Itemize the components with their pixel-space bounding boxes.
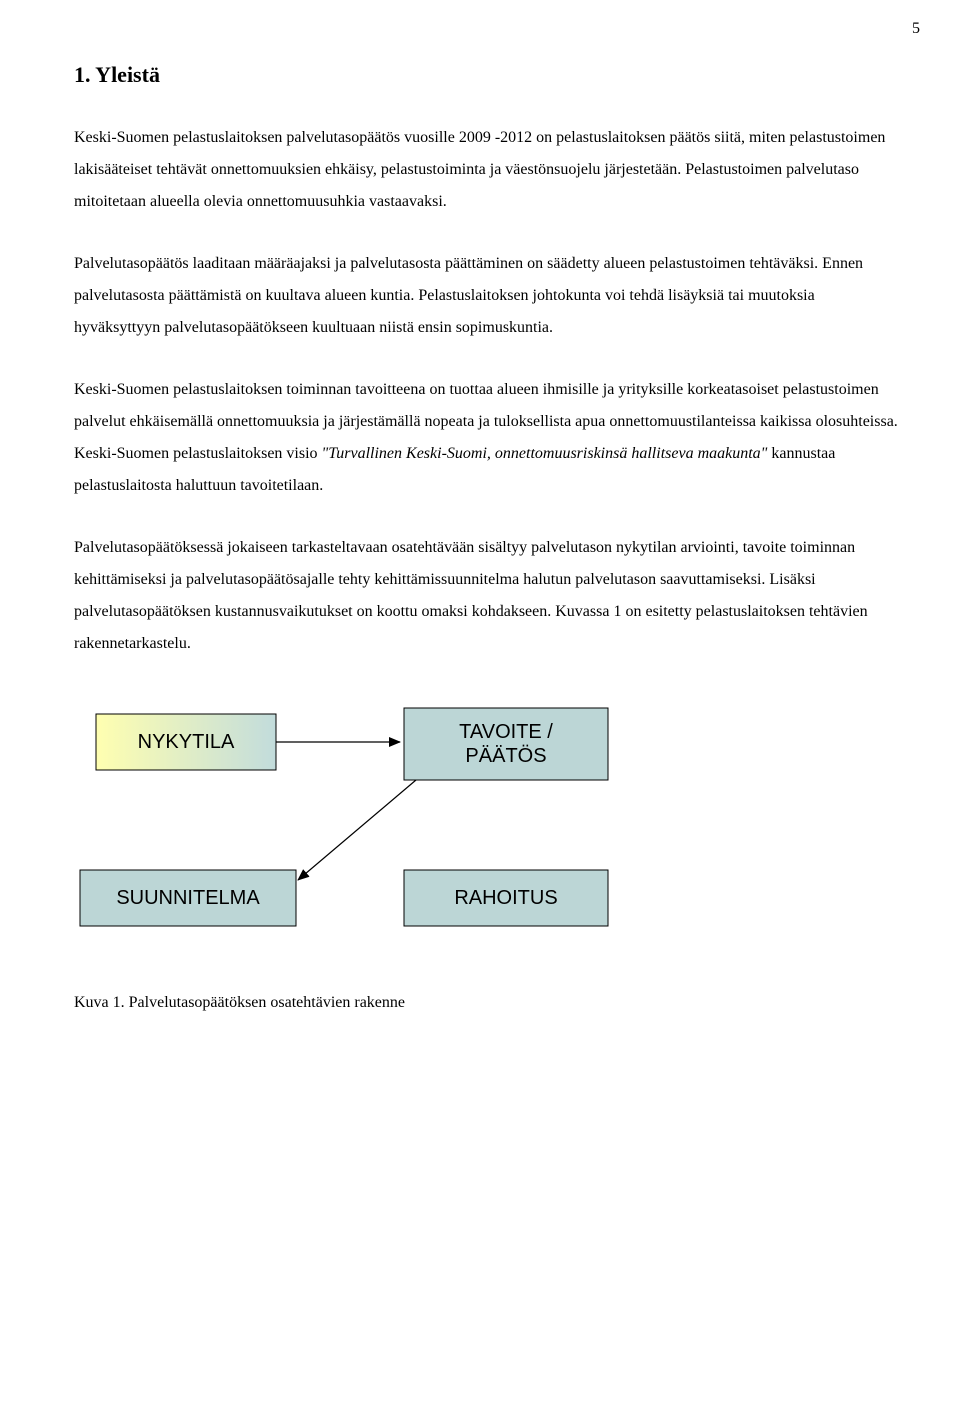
paragraph-1: Keski-Suomen pelastuslaitoksen palveluta… <box>74 122 898 218</box>
node-rahoitus: RAHOITUS <box>404 870 608 926</box>
paragraph-3: Keski-Suomen pelastuslaitoksen toiminnan… <box>74 374 898 502</box>
node-tavoite-label-1: TAVOITE / <box>459 721 553 743</box>
node-tavoite: TAVOITE / PÄÄTÖS <box>404 708 608 780</box>
page-number: 5 <box>912 20 920 38</box>
edge-tavoite-suunnitelma <box>298 780 416 880</box>
node-rahoitus-label: RAHOITUS <box>454 887 557 909</box>
node-suunnitelma-label: SUUNNITELMA <box>116 887 260 909</box>
flowchart-diagram: NYKYTILA TAVOITE / PÄÄTÖS SUUNNITELMA RA… <box>74 694 714 954</box>
node-nykytila: NYKYTILA <box>96 714 276 770</box>
node-tavoite-label-2: PÄÄTÖS <box>465 745 546 767</box>
page-heading: 1. Yleistä <box>74 62 898 88</box>
node-suunnitelma: SUUNNITELMA <box>80 870 296 926</box>
paragraph-2: Palvelutasopäätös laaditaan määräajaksi … <box>74 248 898 344</box>
diagram-container: NYKYTILA TAVOITE / PÄÄTÖS SUUNNITELMA RA… <box>74 694 898 954</box>
node-tavoite-rect <box>404 708 608 780</box>
paragraph-3-italic: "Turvallinen Keski-Suomi, onnettomuusris… <box>322 445 768 462</box>
paragraph-4: Palvelutasopäätöksessä jokaiseen tarkast… <box>74 532 898 660</box>
figure-caption: Kuva 1. Palvelutasopäätöksen osatehtävie… <box>74 994 898 1012</box>
node-nykytila-label: NYKYTILA <box>138 731 235 753</box>
page: 5 1. Yleistä Keski-Suomen pelastuslaitok… <box>0 0 960 1415</box>
